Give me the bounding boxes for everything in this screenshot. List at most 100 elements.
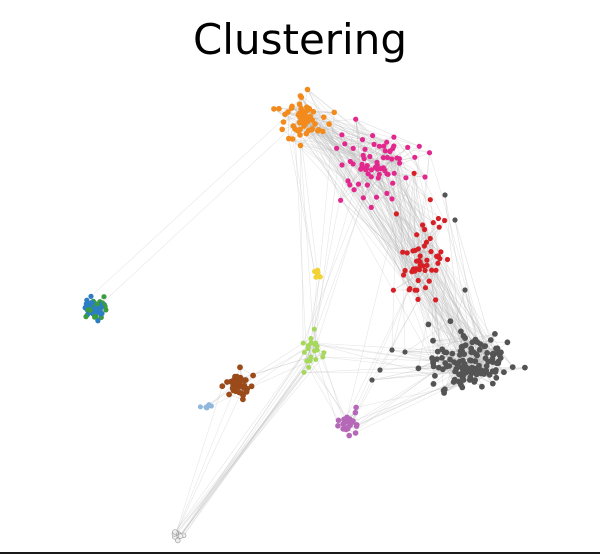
graph-edge [313,111,335,113]
graph-node-gray [479,383,485,390]
graph-node-pink [376,143,382,149]
graph-edge [340,200,417,270]
graph-node-red [402,267,408,274]
graph-edge [299,113,513,368]
graph-node-gray [460,373,466,380]
graph-edge [436,259,448,360]
graph-edge [360,169,416,251]
graph-edge [176,385,245,533]
graph-node-pink [384,154,390,161]
graph-edge [413,269,464,377]
graph-edge [304,124,461,356]
graph-node-pink [412,154,418,160]
graph-edge [384,150,439,264]
graph-edge [444,220,488,353]
graph-edge [183,360,310,536]
graph-node-pink [391,134,397,140]
graph-edge [391,163,400,199]
graph-edge [303,372,478,374]
graph-node-red [415,277,421,284]
graph-node-gray [447,356,453,363]
graph-node-blue-green [101,294,107,300]
graph-node-pink [351,187,357,193]
graph-node-pink [372,164,378,170]
graph-edge [355,119,417,235]
graph-edge [413,173,428,266]
graph-node-blue-green [98,311,104,317]
graph-node-purple [335,423,341,429]
graph-edge [393,258,440,291]
graph-edge [344,143,461,352]
graph-node-purple [353,404,359,411]
graph-edge [356,367,467,427]
graph-edge [175,386,223,533]
graph-edge [416,290,434,364]
graph-edge [287,111,290,139]
graph-edge [418,260,443,350]
graph-edge [273,108,388,194]
graph-edge [306,133,445,221]
graph-node-gray [425,321,432,328]
graph-edge [304,124,408,148]
graph-edge [179,360,310,537]
graph-edge [379,320,451,371]
graph-edge [299,113,415,174]
graph-edge [352,163,377,198]
graph-edge [469,348,498,361]
graph-edge [177,352,305,541]
graph-edge [393,136,426,178]
graph-node-red [414,232,420,238]
graph-node-white [177,533,184,539]
graph-edge [363,158,414,252]
graph-edge [391,224,423,351]
graph-node-pink [347,158,353,165]
graph-edge [306,106,363,140]
graph-node-blue-green [103,307,109,313]
graph-node-purple [352,430,359,436]
graph-edge [371,361,455,381]
graph-node-gray [493,374,500,381]
graph-edge [429,152,486,347]
graph-edge [432,263,439,364]
graph-node-orange [289,136,296,142]
graph-edge [433,351,472,385]
graph-node-pink [374,159,380,165]
graph-node-red [422,285,429,291]
graph-node-gray [481,371,487,377]
graph-edge [409,270,437,291]
graph-edge [430,199,439,257]
graph-edge [413,268,461,356]
node-layer [82,86,528,544]
graph-node-gray [453,365,460,372]
graph-edge [377,169,432,271]
graph-edge [303,125,416,269]
graph-node-orange [331,109,338,116]
graph-node-light-blue [197,404,203,410]
graph-edge [352,379,464,422]
graph-edge [298,114,368,166]
graph-edge [415,268,461,352]
graph-edge [432,337,466,341]
graph-edge [369,156,395,174]
graph-edge [464,289,485,374]
graph-node-pink [364,182,370,188]
graph-edge [437,263,499,362]
graph-node-light-green [301,349,307,355]
graph-edge [288,138,390,152]
graph-node-purple [343,425,350,431]
graph-node-red [426,278,432,284]
graph-node-orange [320,128,326,135]
graph-node-gray [439,355,445,361]
graph-edge [403,274,451,322]
graph-edge [416,261,500,356]
graph-edge [176,356,324,533]
graph-node-red [421,243,427,249]
graph-node-red [444,256,451,263]
graph-edge [177,360,310,541]
graph-edge [396,173,415,215]
graph-node-gray [477,341,484,347]
graph-node-pink [359,161,365,167]
graph-node-purple [352,409,359,416]
graph-node-gray [449,350,456,357]
graph-node-blue-green [87,301,93,307]
